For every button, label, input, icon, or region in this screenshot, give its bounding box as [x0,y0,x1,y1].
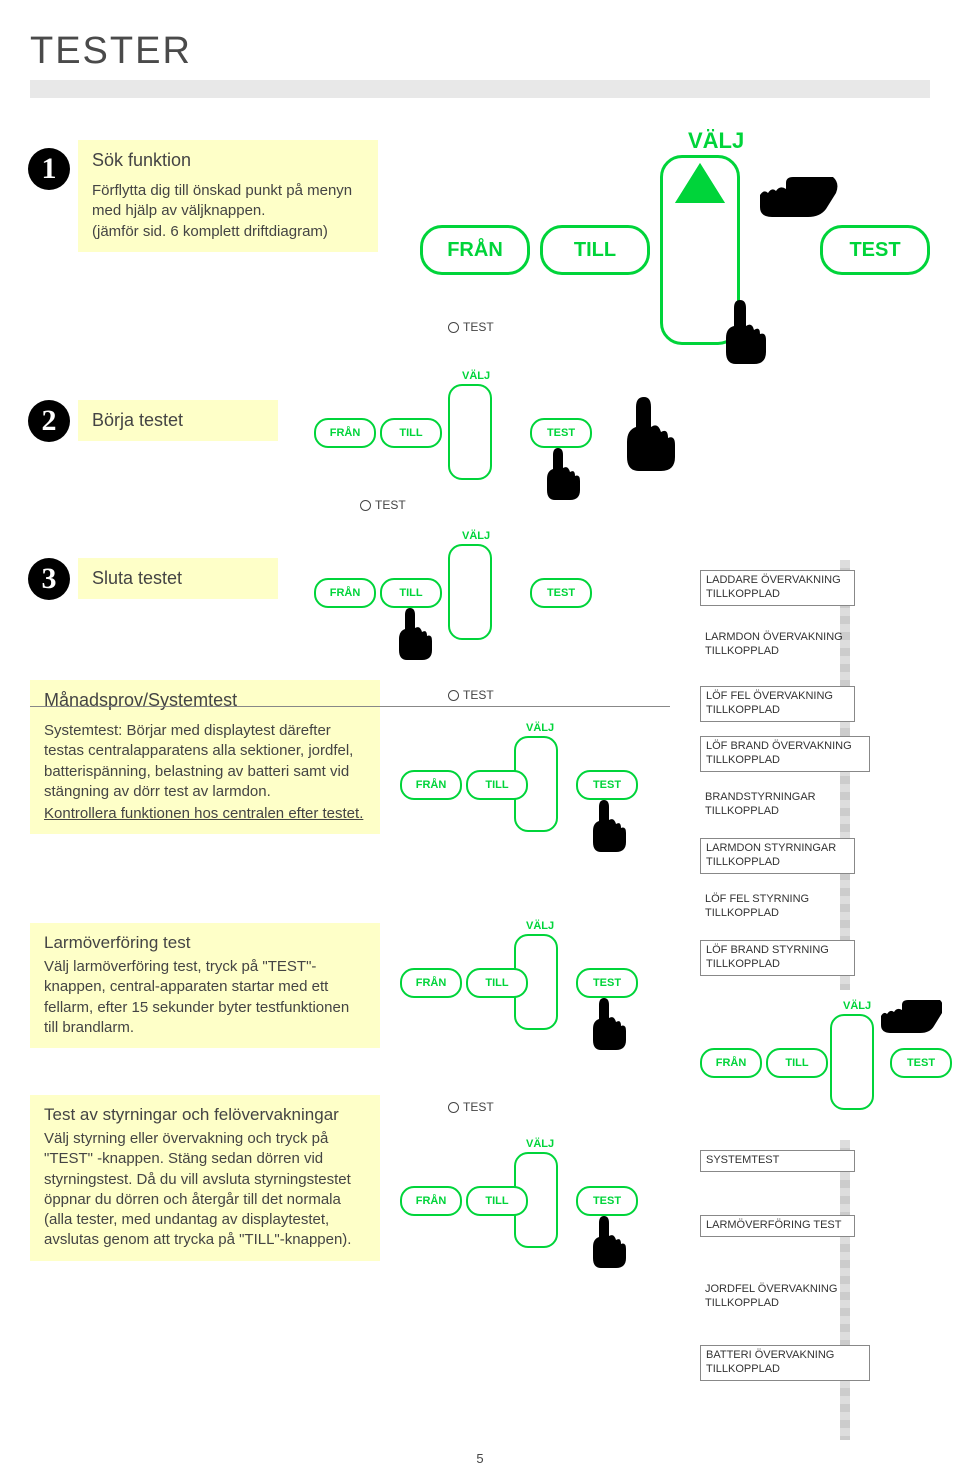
from-button-sm[interactable]: FRÅN [700,1048,762,1078]
page-number: 5 [476,1451,483,1466]
from-button-sm[interactable]: FRÅN [400,968,462,998]
select-label-sm: VÄLJ [843,1000,871,1012]
test-button-sm[interactable]: TEST [890,1048,952,1078]
select-label-sm: VÄLJ [462,530,490,542]
press-hand-icon [394,606,434,661]
chevron-down-icon [525,807,547,825]
select-nav-sm[interactable] [448,544,492,640]
test-led: TEST [448,1100,494,1114]
chevron-up-icon [525,743,547,761]
test-led: TEST [448,688,494,702]
bottom-label: LARMÖVERFÖRING TEST [700,1215,855,1237]
title-underline [30,80,930,98]
chevron-down-icon [678,298,722,334]
test-button-sm[interactable]: TEST [530,418,592,448]
monthly-body: Systemtest: Börjar med displaytest däref… [44,721,366,802]
step-1-body: Förflytta dig till önskad punkt på menyn… [92,181,364,242]
test-button-sm[interactable]: TEST [576,968,638,998]
bottom-label: SYSTEMTEST [700,1150,855,1172]
status-label: BRANDSTYRNINGAR TILLKOPPLAD [700,788,855,822]
to-button-sm[interactable]: TILL [466,770,528,800]
section-rule [30,706,670,707]
to-button-sm[interactable]: TILL [466,968,528,998]
page-title: TESTER [30,30,192,73]
step-2-badge: 2 [28,400,70,442]
ctrl-heading: Test av styrningar och felövervakningar [44,1105,366,1125]
to-button-sm[interactable]: TILL [466,1186,528,1216]
from-button-sm[interactable]: FRÅN [400,1186,462,1216]
test-led: TEST [448,320,494,334]
press-hand-icon [588,996,628,1051]
test-button-sm[interactable]: TEST [530,578,592,608]
test-button[interactable]: TEST [820,225,930,275]
from-button-sm[interactable]: FRÅN [314,418,376,448]
from-button[interactable]: FRÅN [420,225,530,275]
status-label: LARMDON ÖVERVAKNING TILLKOPPLAD [700,628,855,662]
step-1-badge: 1 [28,148,70,190]
chevron-up-icon [459,551,481,569]
from-button-sm[interactable]: FRÅN [400,770,462,800]
chevron-down-icon [841,1085,863,1103]
label-rail [840,560,850,990]
alarm-body: Välj larmöverföring test, tryck på "TEST… [44,957,366,1038]
chevron-down-icon [459,615,481,633]
test-button-sm[interactable]: TEST [576,770,638,800]
press-hand-icon [542,446,582,501]
status-label: LÖF BRAND ÖVERVAKNING TILLKOPPLAD [700,736,870,772]
alarm-heading: Larmöverföring test [44,933,366,953]
test-led: TEST [360,498,406,512]
point-hand-icon [748,165,838,225]
status-label: LADDARE ÖVERVAKNING TILLKOPPLAD [700,570,855,606]
status-label: LÖF FEL ÖVERVAKNING TILLKOPPLAD [700,686,855,722]
monthly-heading: Månadsprov/Systemtest [44,690,366,711]
select-nav-sm[interactable] [830,1014,874,1110]
monthly-underline: Kontrollera funktionen hos centralen eft… [44,804,366,824]
select-label-sm: VÄLJ [526,1138,554,1150]
bottom-label: JORDFEL ÖVERVAKNING TILLKOPPLAD [700,1280,870,1314]
from-button-sm[interactable]: FRÅN [314,578,376,608]
to-button-sm[interactable]: TILL [380,418,442,448]
step-1-heading: Sök funktion [92,150,364,171]
to-button[interactable]: TILL [540,225,650,275]
press-hand-icon [588,1214,628,1269]
chevron-up-icon [459,391,481,409]
select-label-sm: VÄLJ [526,920,554,932]
chevron-up-icon [841,1021,863,1039]
chevron-up-icon [525,941,547,959]
status-label: LÖF FEL STYRNING TILLKOPPLAD [700,890,855,924]
to-button-sm[interactable]: TILL [380,578,442,608]
step-3-heading: Sluta testet [92,568,264,589]
step-3-badge: 3 [28,558,70,600]
press-hand-icon [720,298,770,368]
select-label: VÄLJ [688,128,744,154]
select-label-sm: VÄLJ [462,370,490,382]
step-2-heading: Börja testet [92,410,264,431]
status-label: LÖF BRAND STYRNING TILLKOPPLAD [700,940,855,976]
status-label: LARMDON STYRNINGAR TILLKOPPLAD [700,838,855,874]
press-hand-icon [620,394,680,474]
chevron-up-icon [525,1159,547,1177]
chevron-down-icon [525,1005,547,1023]
test-button-sm[interactable]: TEST [576,1186,638,1216]
chevron-down-icon [459,455,481,473]
to-button-sm[interactable]: TILL [766,1048,828,1078]
chevron-up-icon [678,166,722,202]
select-nav-sm[interactable] [448,384,492,480]
press-hand-icon [588,798,628,853]
point-hand-icon [872,990,942,1038]
ctrl-body: Välj styrning eller övervakning och tryc… [44,1129,366,1251]
bottom-label: BATTERI ÖVERVAKNING TILLKOPPLAD [700,1345,870,1381]
chevron-down-icon [525,1223,547,1241]
select-label-sm: VÄLJ [526,722,554,734]
